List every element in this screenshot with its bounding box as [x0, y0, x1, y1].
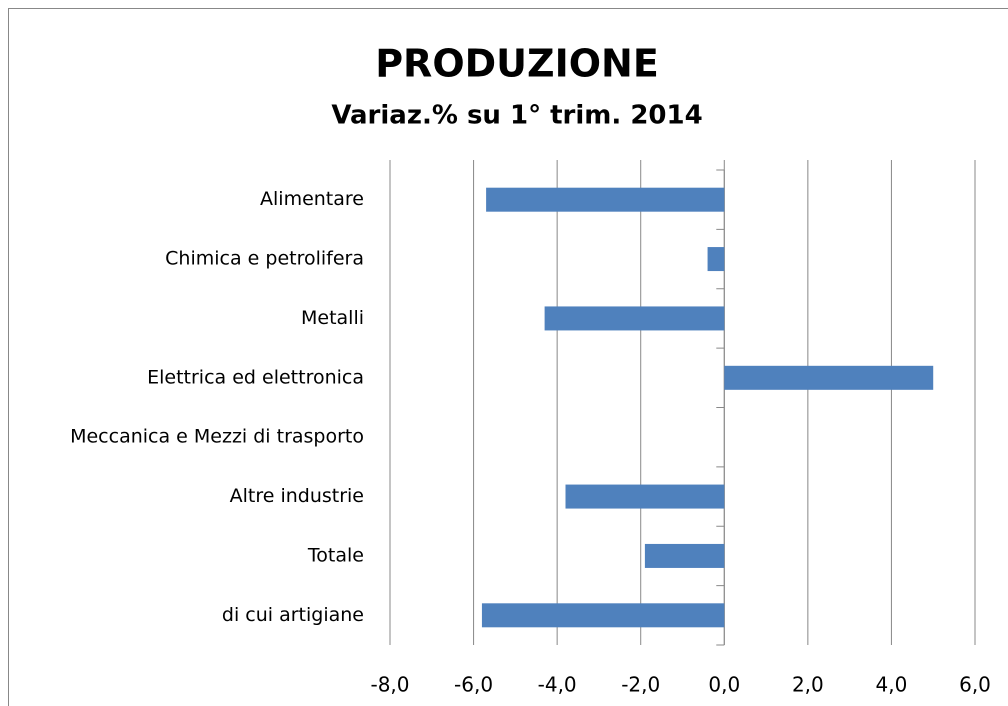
chart-subtitle: Variaz.% su 1° trim. 2014: [331, 101, 702, 131]
chart-title: PRODUZIONE: [375, 42, 659, 86]
x-tick-label: 4,0: [876, 673, 908, 697]
bar: [481, 603, 725, 628]
bar: [707, 247, 725, 272]
y-tick-label: Elettrica ed elettronica: [147, 366, 364, 388]
y-tick-label: Chimica e petrolifera: [165, 248, 364, 270]
x-tick-label: 6,0: [959, 673, 991, 697]
y-tick-label: Altre industrie: [230, 485, 364, 507]
x-tick-label: -4,0: [538, 673, 577, 697]
y-tick-label: Metalli: [301, 307, 364, 329]
bar: [565, 484, 725, 509]
y-tick-label: Alimentare: [260, 188, 364, 210]
bar: [486, 187, 725, 212]
y-tick-label: Meccanica e Mezzi di trasporto: [70, 426, 364, 448]
bar: [544, 306, 725, 331]
x-tick-label: 0,0: [708, 673, 740, 697]
x-tick-label: -2,0: [621, 673, 660, 697]
x-tick-label: 2,0: [792, 673, 824, 697]
bar: [724, 365, 934, 390]
y-tick-label: di cui artigiane: [222, 604, 364, 626]
chart-border: [8, 8, 1008, 706]
y-tick-label: Totale: [307, 544, 364, 566]
x-tick-label: -8,0: [370, 673, 409, 697]
bar: [644, 543, 725, 568]
x-tick-label: -6,0: [454, 673, 493, 697]
